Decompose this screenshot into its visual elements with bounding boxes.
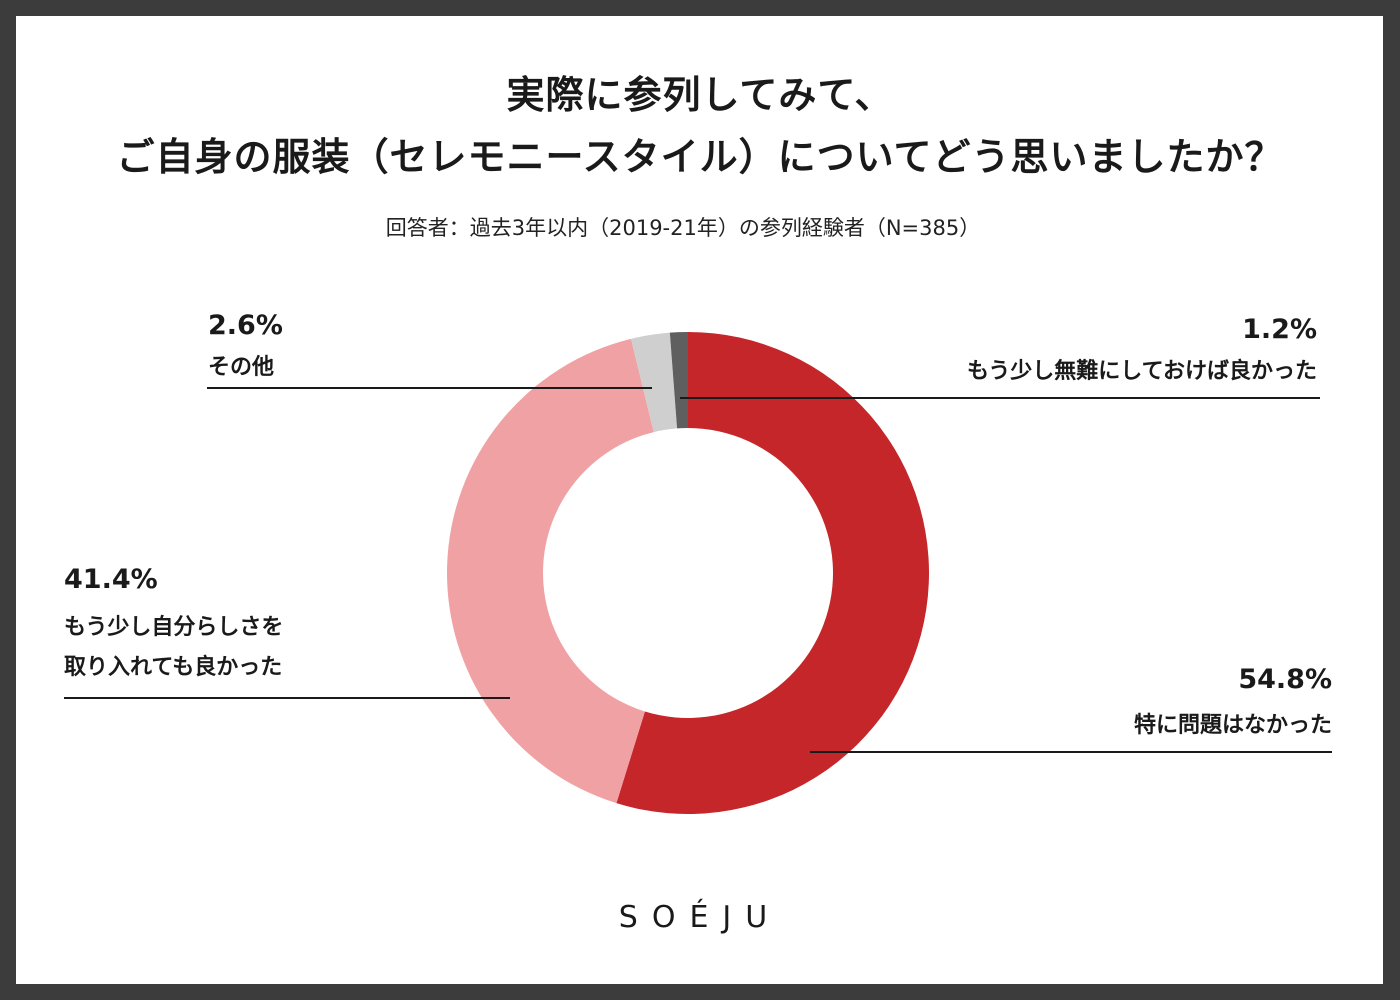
- data-label-pct-54-8: 54.8%: [1238, 664, 1332, 695]
- slice-sonota: [631, 332, 678, 433]
- slice-jibunrashisa: [446, 338, 654, 804]
- data-label-name-2-6: その他: [208, 355, 274, 380]
- chart-title-line-1: 実際に参列してみて、: [506, 73, 894, 117]
- data-label-pct-2-6: 2.6%: [208, 310, 283, 341]
- donut-slices: [446, 332, 929, 814]
- data-label-pct-1-2: 1.2%: [1242, 314, 1317, 345]
- chart-title-line-2: ご自身の服装（セレモニースタイル）についてどう思いましたか？: [116, 135, 1284, 179]
- slice-tokuni: [616, 332, 929, 814]
- data-label-name-54-8: 特に問題はなかった: [1134, 712, 1332, 738]
- data-label-name-41-4-line1: もう少し自分らしさを: [64, 614, 283, 640]
- brand-logo: SOÉJU: [618, 900, 782, 935]
- data-label-name-1-2: もう少し無難にしておけば良かった: [967, 358, 1317, 384]
- slice-bunan: [669, 332, 688, 429]
- data-label-pct-41-4: 41.4%: [64, 564, 158, 595]
- data-label-name-41-4-line2: 取り入れても良かった: [64, 654, 282, 680]
- chart-card: [16, 16, 1383, 984]
- chart-subtitle: 回答者：過去3年以内（2019-21年）の参列経験者（N=385）: [385, 216, 981, 240]
